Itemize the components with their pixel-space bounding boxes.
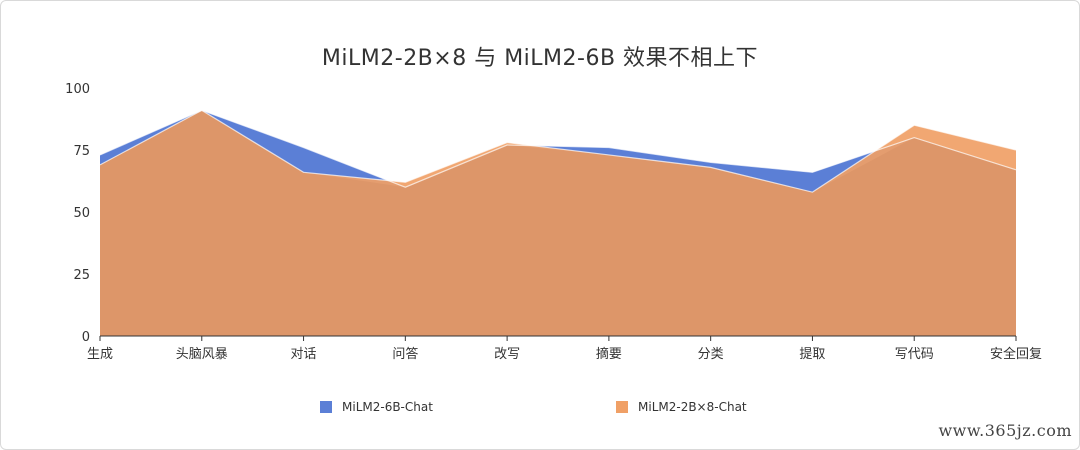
y-tick-label: 100 — [65, 82, 90, 97]
legend-item-6b[interactable]: MiLM2-6B-Chat — [320, 400, 433, 414]
legend-swatch-6b — [320, 401, 332, 413]
axes — [99, 335, 1017, 341]
area-overlap — [100, 110, 1016, 336]
plot-areas — [99, 109, 1017, 336]
x-tick-label: 问答 — [392, 346, 418, 362]
x-tick-label: 改写 — [494, 347, 520, 362]
x-axis-labels: 生成 头脑风暴 对话 问答 改写 摘要 分类 提取 写代码 安全回复 — [87, 346, 1042, 362]
x-tick-label: 分类 — [698, 347, 724, 362]
x-tick-label: 对话 — [291, 347, 317, 362]
y-tick-label: 0 — [82, 330, 90, 345]
y-tick-label: 75 — [73, 144, 90, 159]
y-tick-label: 25 — [73, 268, 90, 283]
legend-swatch-2bx8 — [616, 401, 628, 413]
y-axis-labels: 0 25 50 75 100 — [65, 82, 90, 345]
chart-title: MiLM2-2B×8 与 MiLM2-6B 效果不相上下 — [321, 46, 759, 71]
x-tick-label: 提取 — [799, 346, 825, 362]
legend-label-2bx8: MiLM2-2B×8-Chat — [638, 400, 747, 414]
watermark: www.365jz.com — [938, 421, 1072, 440]
x-tick-label: 头脑风暴 — [176, 347, 228, 362]
legend-item-2bx8[interactable]: MiLM2-2B×8-Chat — [616, 400, 747, 414]
x-tick-label: 安全回复 — [990, 346, 1042, 362]
series-line-0 — [99, 109, 1017, 188]
series-line-1 — [99, 109, 1017, 193]
legend: MiLM2-6B-Chat MiLM2-2B×8-Chat — [0, 400, 1080, 420]
x-tick-label: 生成 — [87, 347, 113, 362]
y-tick-label: 50 — [73, 206, 90, 221]
x-tick-label: 摘要 — [596, 346, 622, 362]
legend-label-6b: MiLM2-6B-Chat — [342, 400, 433, 414]
x-tick-label: 写代码 — [895, 347, 934, 362]
